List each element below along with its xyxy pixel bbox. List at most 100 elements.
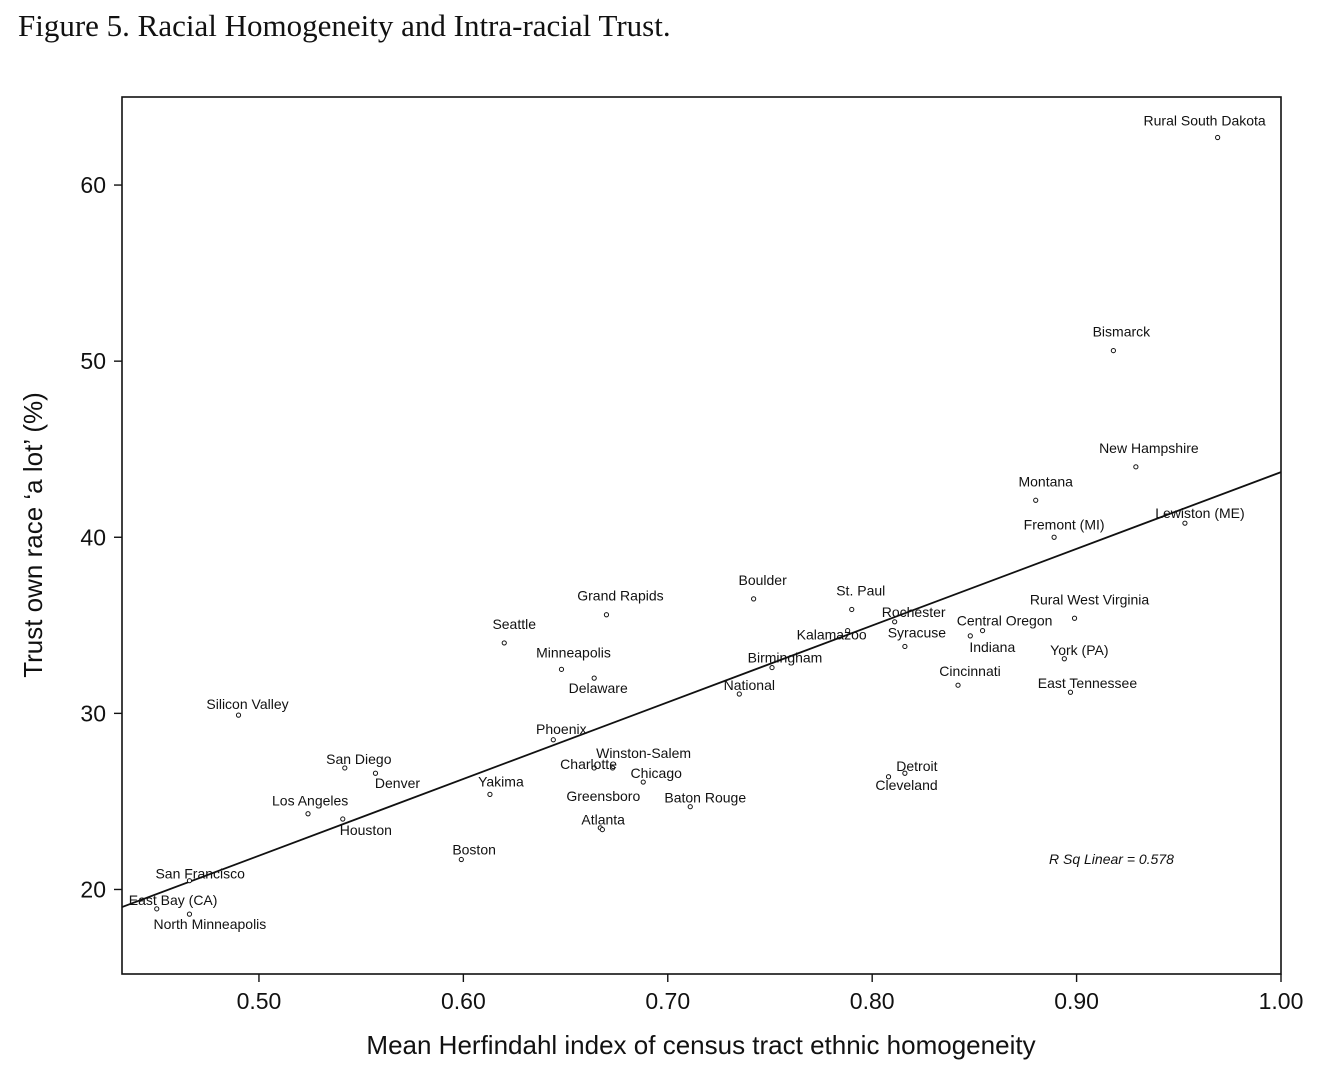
regression-line xyxy=(121,471,1282,908)
data-point xyxy=(849,606,855,613)
data-point-label: Phoenix xyxy=(536,721,587,737)
data-point-label: Delaware xyxy=(569,680,628,696)
data-point xyxy=(458,856,464,863)
data-point-label: Yakima xyxy=(478,773,524,789)
r-squared-annotation: R Sq Linear = 0.578 xyxy=(1049,851,1174,867)
data-point-label: San Francisco xyxy=(155,866,245,882)
plot-area-frame xyxy=(121,96,1282,975)
y-tick-label: 30 xyxy=(80,700,106,726)
data-point xyxy=(487,791,493,797)
data-point-label: Boulder xyxy=(738,572,787,588)
data-point-label: Houston xyxy=(340,822,392,838)
data-point xyxy=(1133,464,1139,470)
data-point xyxy=(902,643,908,650)
data-point xyxy=(550,737,556,743)
data-point-label: Los Angeles xyxy=(272,793,348,809)
data-point-label: Central Oregon xyxy=(957,613,1053,629)
y-tick-label: 40 xyxy=(80,524,106,550)
data-point xyxy=(1182,520,1188,526)
x-tick-label: 0.70 xyxy=(645,988,690,1014)
data-point xyxy=(736,691,742,697)
data-point xyxy=(186,911,193,917)
data-point-label: Chicago xyxy=(631,765,683,781)
data-point xyxy=(751,596,757,602)
data-point-label: Bismarck xyxy=(1093,324,1152,340)
y-tick-label: 50 xyxy=(80,348,106,374)
x-tick-label: 0.50 xyxy=(237,988,282,1014)
data-point xyxy=(687,804,693,810)
data-point-label: Montana xyxy=(1018,473,1073,489)
data-point-label: Atlanta xyxy=(581,812,625,828)
data-point-label: Syracuse xyxy=(888,624,947,640)
data-point xyxy=(558,666,565,672)
data-point xyxy=(591,675,597,681)
data-point xyxy=(186,878,193,884)
data-point-label: Indiana xyxy=(969,639,1015,655)
y-axis-title: Trust own race ‘a lot’ (%) xyxy=(18,392,48,678)
data-point-label: Seattle xyxy=(492,616,536,632)
data-point xyxy=(1067,689,1074,695)
data-point xyxy=(955,682,961,688)
data-point xyxy=(1215,134,1221,141)
data-point-label: Minneapolis xyxy=(536,644,611,660)
data-point xyxy=(154,906,160,912)
x-axis-title: Mean Herfindahl index of census tract et… xyxy=(366,1030,1035,1060)
data-point xyxy=(902,770,908,776)
data-point xyxy=(885,774,892,780)
data-point xyxy=(609,765,616,771)
data-point xyxy=(640,779,646,785)
data-point-label: Birmingham xyxy=(748,650,823,666)
data-point xyxy=(845,627,851,634)
data-point xyxy=(979,627,986,634)
data-point-label: St. Paul xyxy=(836,582,885,598)
data-point xyxy=(591,765,597,771)
x-tick-label: 0.80 xyxy=(850,988,895,1014)
data-point-label: Charlotte xyxy=(560,756,617,772)
data-point-label: Baton Rouge xyxy=(664,790,746,806)
data-point xyxy=(603,612,610,618)
data-point xyxy=(342,765,348,771)
data-point xyxy=(967,633,973,639)
data-point xyxy=(305,811,311,817)
data-point xyxy=(1033,497,1039,503)
x-tick-label: 0.90 xyxy=(1054,988,1099,1014)
data-point-label: York (PA) xyxy=(1050,642,1108,658)
data-point-label: Greensboro xyxy=(566,788,640,804)
data-point-label: East Bay (CA) xyxy=(129,892,218,908)
data-point-label: Denver xyxy=(375,775,420,791)
data-point-label: Cleveland xyxy=(875,777,937,793)
data-point-label: Rural West Virginia xyxy=(1030,591,1150,607)
data-point xyxy=(769,664,775,671)
x-tick-label: 0.60 xyxy=(441,988,486,1014)
data-point-label: New Hampshire xyxy=(1099,440,1199,456)
data-point xyxy=(340,816,346,822)
data-point-label: Boston xyxy=(452,842,496,858)
x-tick-label: 1.00 xyxy=(1259,988,1304,1014)
y-tick-label: 20 xyxy=(80,876,106,902)
data-point-label: Rochester xyxy=(882,604,946,620)
data-point xyxy=(501,640,507,646)
data-point-label: East Tennessee xyxy=(1038,675,1138,691)
data-point xyxy=(1110,347,1116,354)
data-point-label: Detroit xyxy=(896,758,937,774)
figure-title: Figure 5. Racial Homogeneity and Intra-r… xyxy=(18,8,671,43)
data-point-label: Rural South Dakota xyxy=(1144,113,1266,129)
data-point-label: National xyxy=(724,677,775,693)
data-point-label: Grand Rapids xyxy=(577,588,663,604)
data-point-label: Fremont (MI) xyxy=(1024,516,1105,532)
data-point xyxy=(372,770,379,776)
data-point-label: Cincinnati xyxy=(939,663,1000,679)
data-point xyxy=(1051,534,1057,540)
data-point-label: Lewiston (ME) xyxy=(1155,505,1244,521)
data-point xyxy=(599,826,605,833)
data-point-label: San Diego xyxy=(326,751,392,767)
data-point xyxy=(235,712,242,718)
data-point-label: North Minneapolis xyxy=(153,916,266,932)
y-tick-label: 60 xyxy=(80,172,106,198)
data-point xyxy=(892,619,898,625)
data-point xyxy=(1071,615,1078,621)
data-point-label: Winston-Salem xyxy=(596,745,691,761)
data-point xyxy=(1061,656,1067,662)
data-point-label: Silicon Valley xyxy=(206,696,288,712)
